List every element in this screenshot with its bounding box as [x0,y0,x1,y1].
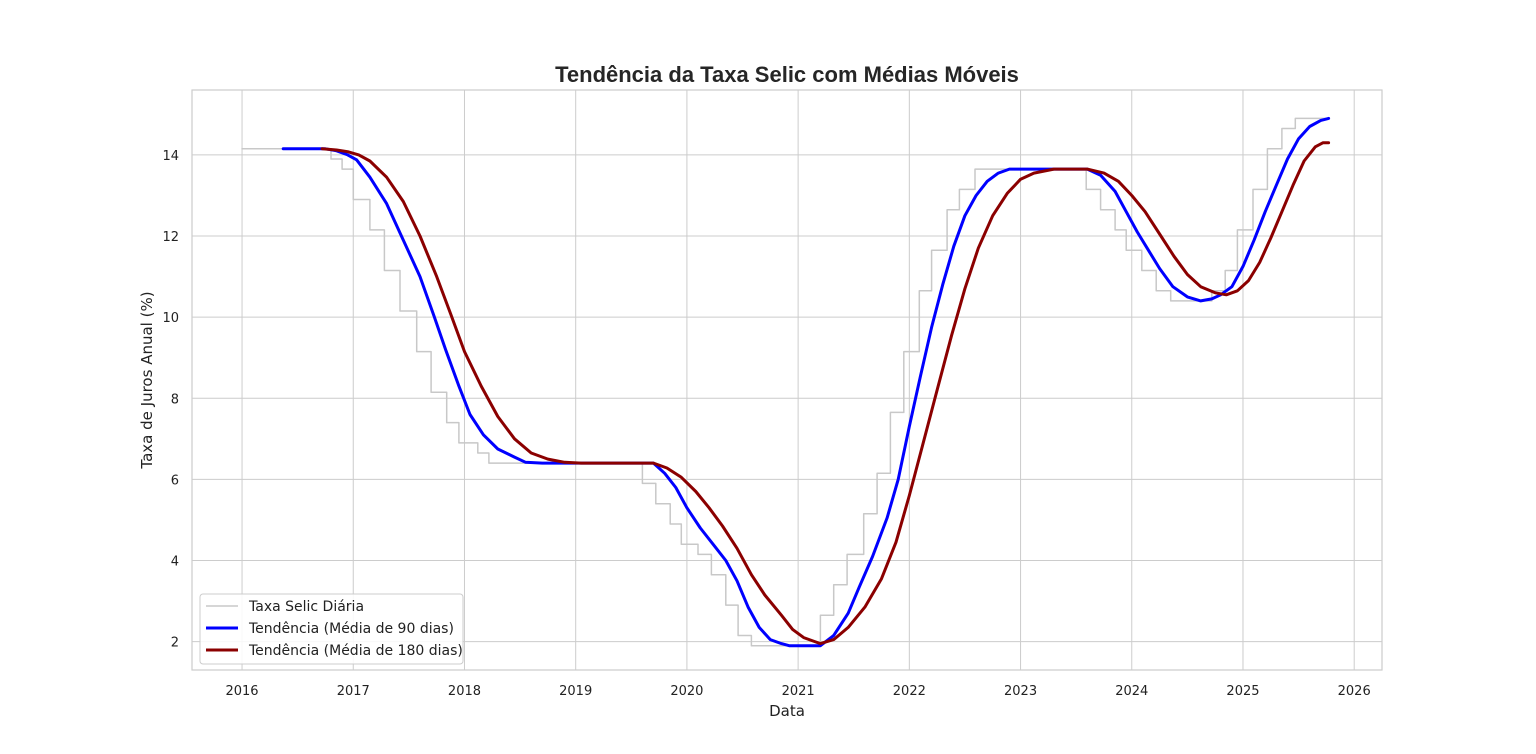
x-axis-title: Data [769,702,805,720]
plot-frame [191,89,1383,671]
x-tick-label-2017: 2017 [337,684,370,699]
y-tick-label-10: 10 [162,311,179,326]
x-tick-label-2024: 2024 [1115,684,1148,699]
legend-box [199,593,464,665]
series-line-ma180 [320,141,1331,646]
legend-label-daily: Taxa Selic Diária [248,599,364,615]
ticks-layer: 2016 2017 2018 2019 2020 2021 2022 2023 2024 2025… [162,149,1370,699]
series-line-ma90 [281,116,1331,648]
x-tick-label-2020: 2020 [670,684,703,699]
legend-label-ma180: Tendência (Média de 180 dias) [248,643,463,659]
y-tick-label-6: 6 [171,473,179,488]
x-tick-label-2026: 2026 [1338,684,1371,699]
x-tick-label-2025: 2025 [1226,684,1259,699]
y-tick-label-12: 12 [162,230,179,245]
x-tick-label-2023: 2023 [1004,684,1037,699]
x-tick-label-2016: 2016 [225,684,258,699]
y-tick-label-2: 2 [171,636,179,651]
grid-layer [192,90,1382,670]
series-layer [241,116,1331,648]
y-tick-label-8: 8 [171,392,179,407]
x-tick-label-2022: 2022 [893,684,926,699]
x-tick-label-2021: 2021 [782,684,815,699]
chart-title: Tendência da Taxa Selic com Médias Móvei… [555,62,1019,87]
y-tick-label-14: 14 [162,149,179,164]
series-line-daily [241,117,1330,647]
y-tick-label-4: 4 [171,554,179,569]
y-axis-title: Taxa de Juros Anual (%) [138,291,156,469]
legend: Taxa Selic Diária Tendência (Média de 90… [199,593,464,665]
legend-label-ma90: Tendência (Média de 90 dias) [248,621,454,637]
x-tick-label-2018: 2018 [448,684,481,699]
x-tick-label-2019: 2019 [559,684,592,699]
